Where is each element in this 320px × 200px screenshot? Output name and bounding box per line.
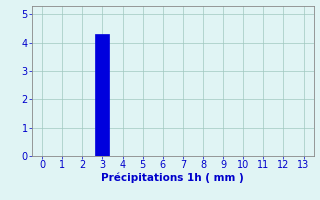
X-axis label: Précipitations 1h ( mm ): Précipitations 1h ( mm ) (101, 173, 244, 183)
Bar (95, 34, 109, 156)
